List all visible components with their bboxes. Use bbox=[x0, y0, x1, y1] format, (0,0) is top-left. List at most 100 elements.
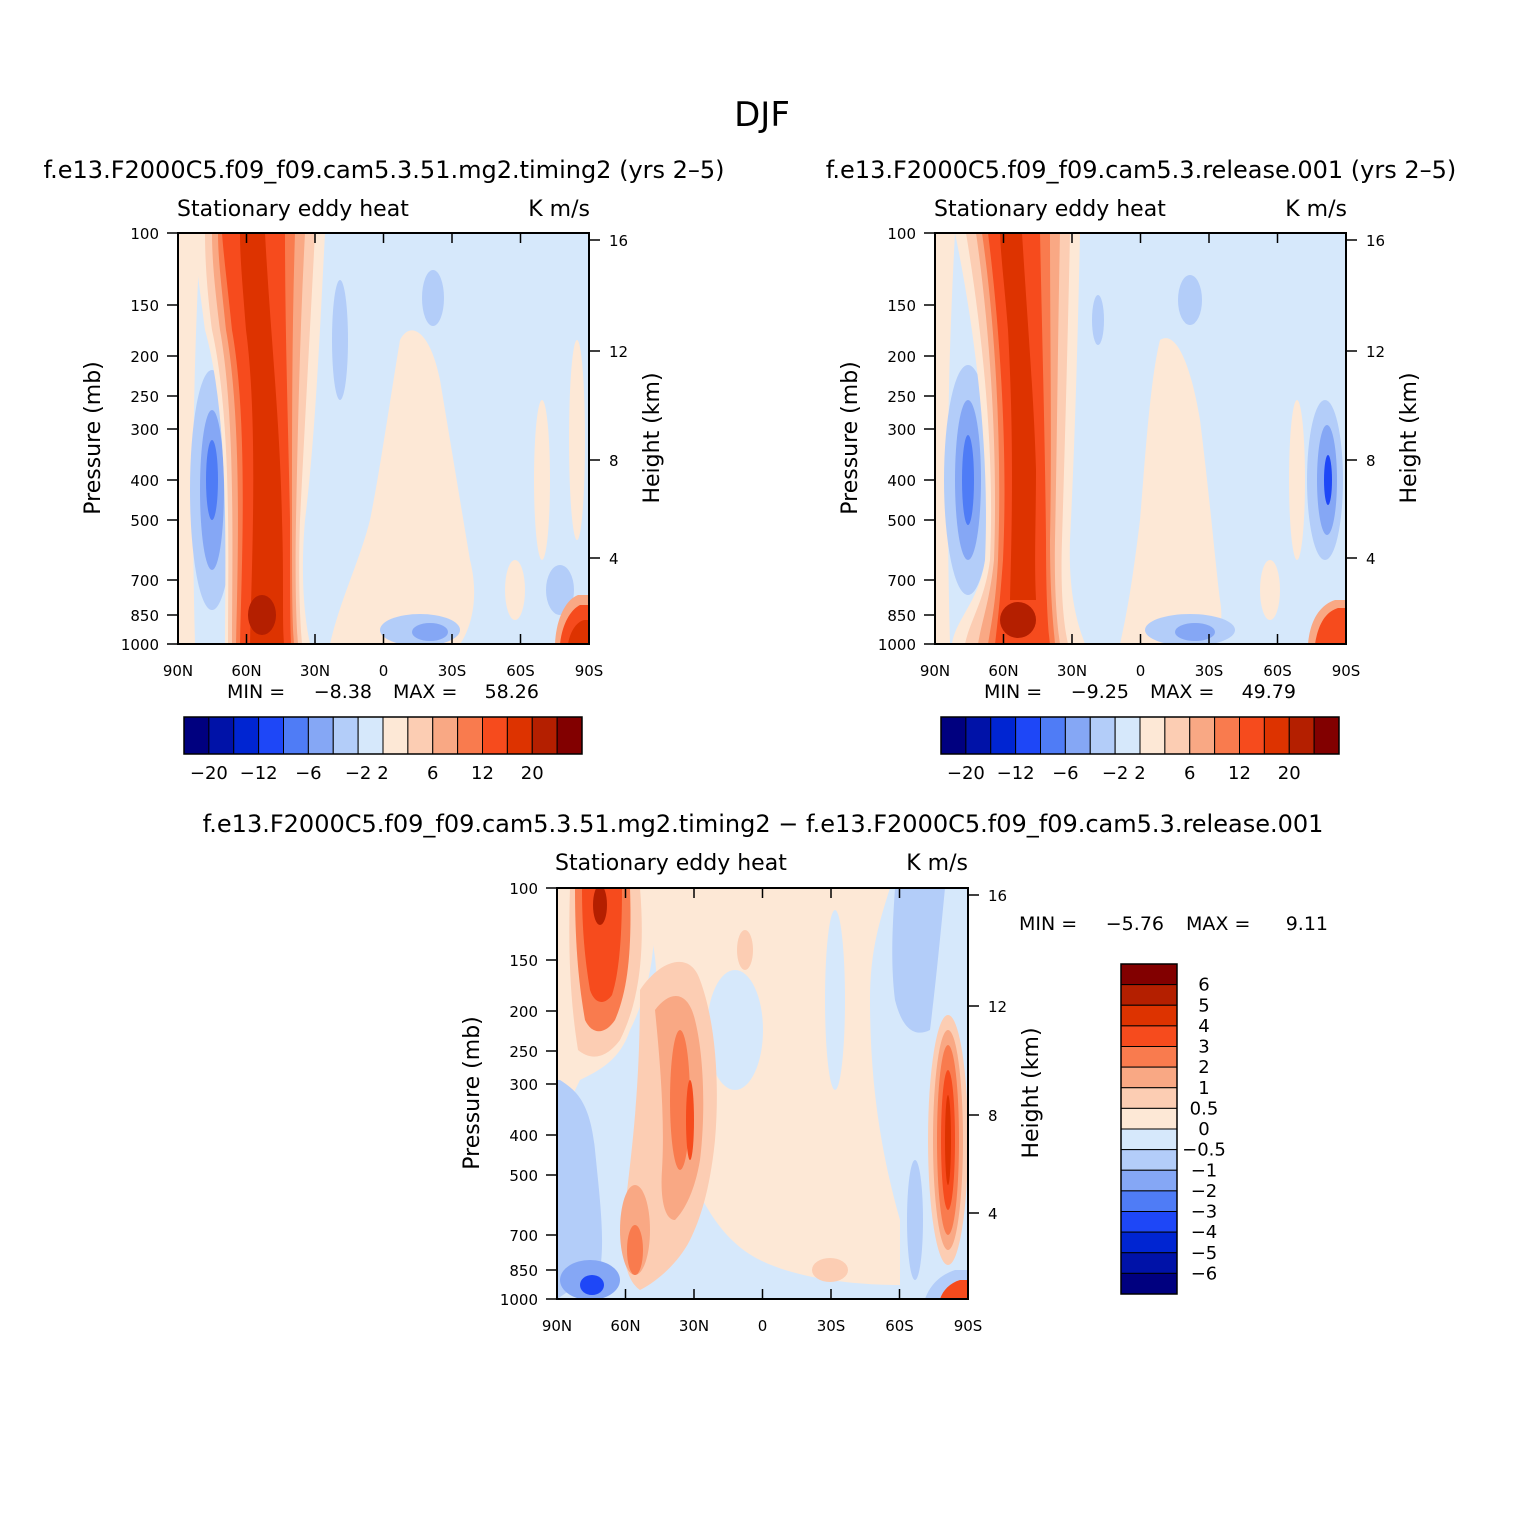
colorbar: −20 −12 −6 −2 2 6 12 20 bbox=[940, 716, 1340, 784]
x-tick-label: 0 bbox=[379, 662, 389, 680]
contour-field bbox=[935, 233, 1346, 644]
height-tick-label: 16 bbox=[609, 232, 628, 250]
height-tick-label: 4 bbox=[988, 1205, 998, 1223]
colorbar-swatch bbox=[1120, 1004, 1178, 1027]
y-axis-right: 16 12 8 4 Height (km) bbox=[968, 887, 1044, 1223]
y-tick-label: 250 bbox=[509, 1043, 538, 1061]
min-max-readout: MIN = −9.25 MAX = 49.79 bbox=[984, 681, 1296, 703]
y-tick-label: 850 bbox=[130, 607, 159, 625]
y-tick-label: 100 bbox=[887, 225, 916, 243]
colorbar-swatch bbox=[382, 716, 409, 755]
min-label: MIN = bbox=[984, 681, 1042, 703]
colorbar-swatch bbox=[965, 716, 992, 755]
height-tick-label: 8 bbox=[609, 452, 619, 470]
x-tick-label: 30S bbox=[1195, 662, 1224, 680]
max-value: 9.11 bbox=[1286, 913, 1328, 935]
colorbar-label: 20 bbox=[1278, 763, 1301, 784]
y-tick-label: 300 bbox=[509, 1076, 538, 1094]
x-axis: 90N 60N 30N 0 30S 60S 90S bbox=[542, 888, 982, 1335]
y-axis-right: 16 12 8 4 Height (km) bbox=[1346, 232, 1422, 568]
colorbar-swatch bbox=[1120, 1252, 1178, 1274]
height-tick-label: 8 bbox=[1366, 452, 1376, 470]
colorbar-label: −5 bbox=[1191, 1243, 1218, 1264]
x-tick-label: 60S bbox=[506, 662, 535, 680]
max-label: MAX = bbox=[393, 681, 457, 703]
colorbar-swatch bbox=[1015, 716, 1041, 755]
x-tick-label: 60S bbox=[1263, 662, 1292, 680]
panel-case1: f.e13.F2000C5.f09_f09.cam5.3.51.mg2.timi… bbox=[43, 156, 724, 784]
colorbar-label: 1 bbox=[1198, 1078, 1209, 1099]
panel-units: K m/s bbox=[1285, 197, 1347, 222]
colorbar-label: −0.5 bbox=[1182, 1140, 1226, 1161]
y-tick-label: 400 bbox=[130, 472, 159, 490]
colorbar-swatch bbox=[1064, 716, 1091, 755]
colorbar-swatch bbox=[1040, 716, 1066, 755]
colorbar-label: −6 bbox=[295, 763, 322, 784]
x-tick-label: 90S bbox=[1332, 662, 1361, 680]
max-value: 49.79 bbox=[1242, 681, 1296, 703]
colorbar-label: 2 bbox=[1134, 763, 1145, 784]
colorbar-label: −3 bbox=[1191, 1202, 1218, 1223]
x-tick-label: 90S bbox=[575, 662, 604, 680]
x-axis: 90N 60N 30N 0 30S 60S 90S bbox=[163, 233, 603, 680]
x-tick-label: 90N bbox=[163, 662, 193, 680]
y-tick-label: 150 bbox=[509, 952, 538, 970]
colorbar-label: 12 bbox=[1228, 763, 1251, 784]
colorbar-label: 6 bbox=[427, 763, 438, 784]
colorbar-swatch bbox=[1120, 1231, 1178, 1254]
colorbar-label: −4 bbox=[1191, 1222, 1218, 1243]
colorbar-label: 4 bbox=[1198, 1016, 1209, 1037]
colorbar-swatch bbox=[1120, 1149, 1178, 1171]
colorbar-swatch bbox=[1288, 716, 1315, 755]
colorbar-swatch bbox=[1120, 1128, 1178, 1151]
max-value: 58.26 bbox=[485, 681, 539, 703]
colorbar-swatch bbox=[1313, 716, 1340, 755]
x-tick-label: 30S bbox=[817, 1317, 846, 1335]
min-label: MIN = bbox=[1019, 913, 1077, 935]
y-axis-right: 16 12 8 4 Height (km) bbox=[589, 232, 665, 568]
y-tick-label: 150 bbox=[887, 297, 916, 315]
colorbar-label: −2 bbox=[1102, 763, 1129, 784]
colorbar-swatch bbox=[208, 716, 235, 755]
colorbar-swatch bbox=[332, 716, 359, 755]
min-label: MIN = bbox=[227, 681, 285, 703]
colorbar-swatch bbox=[457, 716, 483, 755]
x-tick-label: 90N bbox=[542, 1317, 572, 1335]
y-tick-label: 1000 bbox=[878, 636, 916, 654]
panel-title: f.e13.F2000C5.f09_f09.cam5.3.51.mg2.timi… bbox=[203, 810, 1324, 838]
colorbar-swatch bbox=[1164, 716, 1191, 755]
panel-title: f.e13.F2000C5.f09_f09.cam5.3.release.001… bbox=[826, 156, 1457, 184]
y-tick-label: 250 bbox=[130, 388, 159, 406]
height-tick-label: 4 bbox=[1366, 550, 1376, 568]
colorbar-swatch bbox=[1089, 716, 1116, 755]
colorbar-swatch bbox=[940, 716, 967, 755]
panel-subtitle-left: Stationary eddy heat bbox=[177, 197, 409, 222]
colorbar-label: −20 bbox=[947, 763, 985, 784]
x-tick-label: 30N bbox=[1057, 662, 1087, 680]
colorbar-swatch bbox=[1214, 716, 1240, 755]
y-tick-label: 300 bbox=[130, 421, 159, 439]
colorbar-swatch bbox=[1120, 963, 1178, 986]
y-tick-label: 500 bbox=[130, 512, 159, 530]
y-axis-label: Pressure (mb) bbox=[81, 361, 106, 515]
panel-subtitle-left: Stationary eddy heat bbox=[934, 197, 1166, 222]
y-tick-label: 200 bbox=[130, 348, 159, 366]
colorbar-label: 6 bbox=[1198, 975, 1209, 996]
panel-units: K m/s bbox=[528, 197, 590, 222]
colorbar-swatch bbox=[1239, 716, 1265, 755]
colorbar-label: 0 bbox=[1198, 1119, 1209, 1140]
y-axis: 100 150 200 250 300 400 500 700 850 1000… bbox=[838, 225, 935, 654]
colorbar-swatch bbox=[1120, 1169, 1178, 1192]
colorbar-swatch bbox=[556, 716, 583, 755]
colorbar-swatch bbox=[531, 716, 558, 755]
colorbar-swatch bbox=[1120, 1066, 1178, 1089]
y-axis-right-label: Height (km) bbox=[1397, 372, 1422, 503]
contour-field bbox=[178, 233, 589, 644]
y-tick-label: 700 bbox=[887, 572, 916, 590]
panel-title: f.e13.F2000C5.f09_f09.cam5.3.51.mg2.timi… bbox=[43, 156, 724, 184]
x-tick-label: 60N bbox=[610, 1317, 640, 1335]
x-tick-label: 60N bbox=[231, 662, 261, 680]
colorbar-swatch bbox=[1120, 1190, 1178, 1212]
y-tick-label: 850 bbox=[509, 1262, 538, 1280]
